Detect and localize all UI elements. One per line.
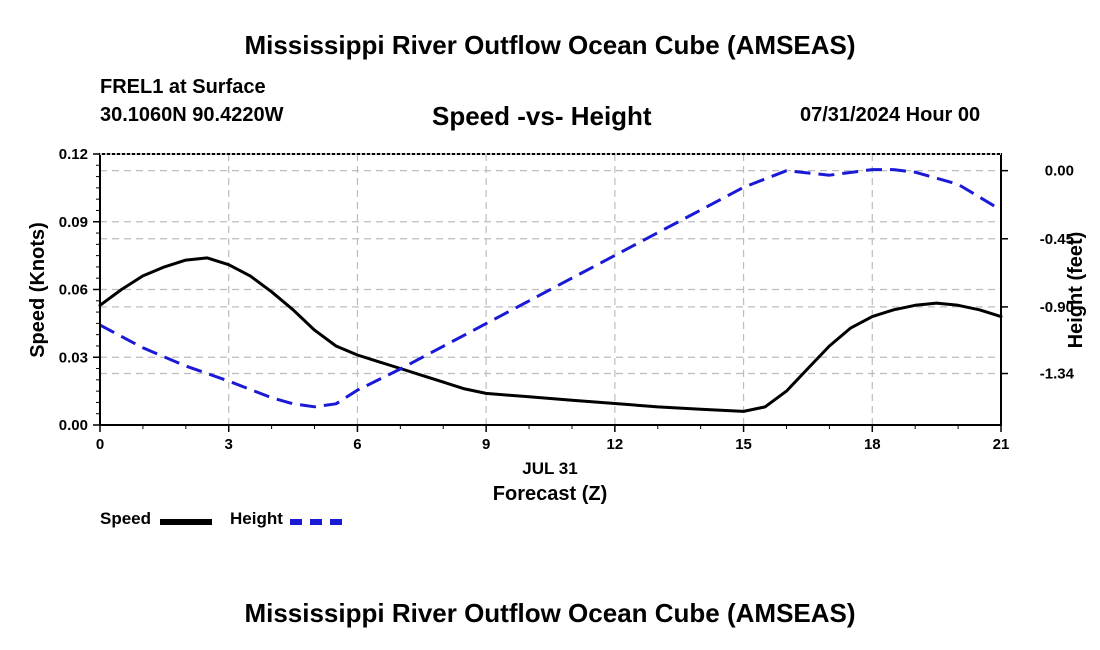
date-label: JUL 31	[522, 459, 577, 478]
x-tick-label: 15	[735, 436, 752, 453]
y-left-tick-label: 0.09	[59, 214, 88, 231]
x-tick-label: 21	[993, 436, 1010, 453]
footer-title: Mississippi River Outflow Ocean Cube (AM…	[244, 598, 856, 628]
x-tick-label: 12	[607, 436, 624, 453]
y-axis-left-label: Speed (Knots)	[27, 222, 49, 358]
x-tick-label: 3	[225, 436, 233, 453]
height-series-line	[99, 168, 1002, 409]
y-right-tick-label: -0.90	[1040, 299, 1074, 316]
main-title: Mississippi River Outflow Ocean Cube (AM…	[244, 30, 856, 60]
x-axis-label: Forecast (Z)	[493, 483, 607, 505]
coordinates-label: 30.1060N 90.4220W	[100, 104, 284, 126]
legend-speed-swatch	[160, 519, 212, 525]
chart-subtitle: Speed -vs- Height	[432, 101, 652, 131]
y-right-tick-label: -1.34	[1040, 366, 1075, 383]
y-left-tick-label: 0.03	[59, 349, 88, 366]
forecast-datetime: 07/31/2024 Hour 00	[800, 104, 981, 126]
legend-speed-label: Speed	[100, 509, 152, 528]
legend-height-swatch	[290, 519, 342, 525]
y-axis-right-label: Height (feet)	[1065, 232, 1087, 349]
x-tick-label: 0	[96, 436, 104, 453]
x-tick-label: 6	[353, 436, 361, 453]
x-tick-label: 18	[864, 436, 881, 453]
x-tick-label: 9	[482, 436, 490, 453]
y-left-tick-label: 0.12	[59, 146, 88, 163]
legend-height-label: Height	[230, 509, 283, 528]
y-right-tick-label: -0.45	[1040, 231, 1074, 248]
y-left-tick-label: 0.06	[59, 282, 88, 299]
y-right-tick-label: 0.00	[1045, 163, 1074, 180]
y-left-tick-label: 0.00	[59, 417, 88, 434]
station-label: FREL1 at Surface	[100, 76, 266, 98]
speed-series-line	[98, 256, 1003, 413]
